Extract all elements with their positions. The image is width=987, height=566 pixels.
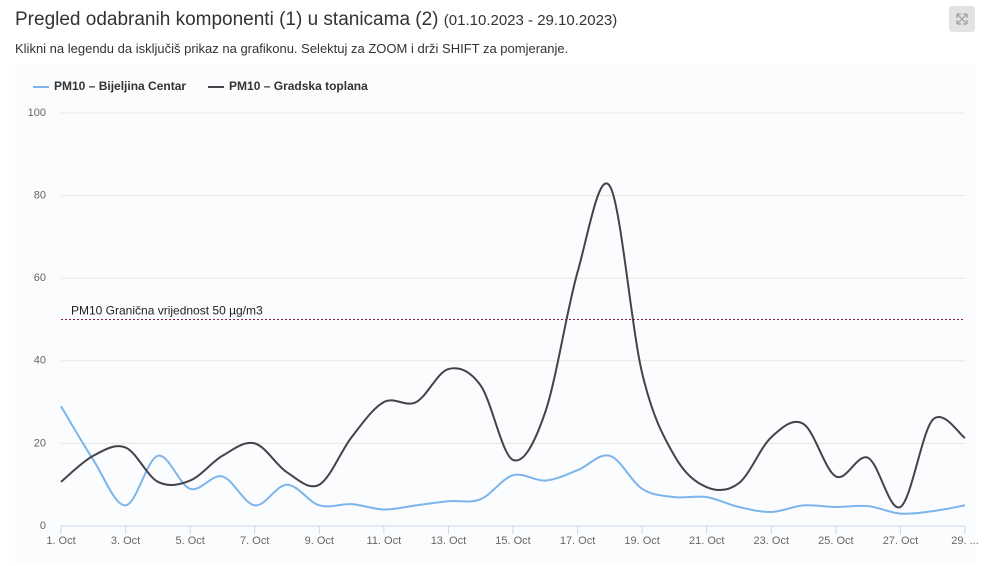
x-tick-label: 13. Oct — [431, 535, 466, 547]
fullscreen-icon — [956, 13, 968, 25]
x-tick-label: 9. Oct — [305, 535, 334, 547]
y-tick-label: 0 — [40, 520, 46, 532]
x-tick-label: 15. Oct — [495, 535, 530, 547]
y-tick-label: 60 — [34, 272, 46, 284]
x-tick-label: 11. Oct — [367, 535, 402, 547]
x-tick-label: 5. Oct — [175, 535, 204, 547]
y-tick-label: 40 — [34, 355, 46, 367]
header: Pregled odabranih komponenti (1) u stani… — [15, 9, 617, 31]
x-tick-label: 1. Oct — [46, 535, 75, 547]
threshold-label: PM10 Granična vrijednost 50 µg/m3 — [71, 304, 263, 318]
x-tick-label: 17. Oct — [560, 535, 595, 547]
x-tick-label: 23. Oct — [754, 535, 789, 547]
x-tick-label: 19. Oct — [624, 535, 659, 547]
subtitle: Klikni na legendu da isključiš prikaz na… — [15, 41, 569, 56]
x-tick-label: 25. Oct — [818, 535, 853, 547]
x-tick-label: 7. Oct — [240, 535, 269, 547]
x-tick-label: 21. Oct — [689, 535, 724, 547]
title: Pregled odabranih komponenti (1) u stani… — [15, 9, 439, 30]
x-tick-label: 3. Oct — [111, 535, 140, 547]
y-tick-label: 80 — [34, 190, 46, 202]
legend-label[interactable]: PM10 – Bijeljina Centar — [54, 79, 186, 93]
legend-label[interactable]: PM10 – Gradska toplana — [229, 79, 368, 93]
date-range: (01.10.2023 - 29.10.2023) — [443, 12, 618, 29]
y-tick-label: 100 — [28, 107, 46, 119]
plot-background — [15, 64, 975, 564]
x-tick-label: 27. Oct — [883, 535, 918, 547]
y-tick-label: 20 — [34, 437, 46, 449]
series-line — [60, 405, 966, 515]
fullscreen-button[interactable] — [949, 6, 975, 32]
x-tick-label: 29. ... — [951, 535, 979, 547]
series-line — [60, 182, 966, 509]
